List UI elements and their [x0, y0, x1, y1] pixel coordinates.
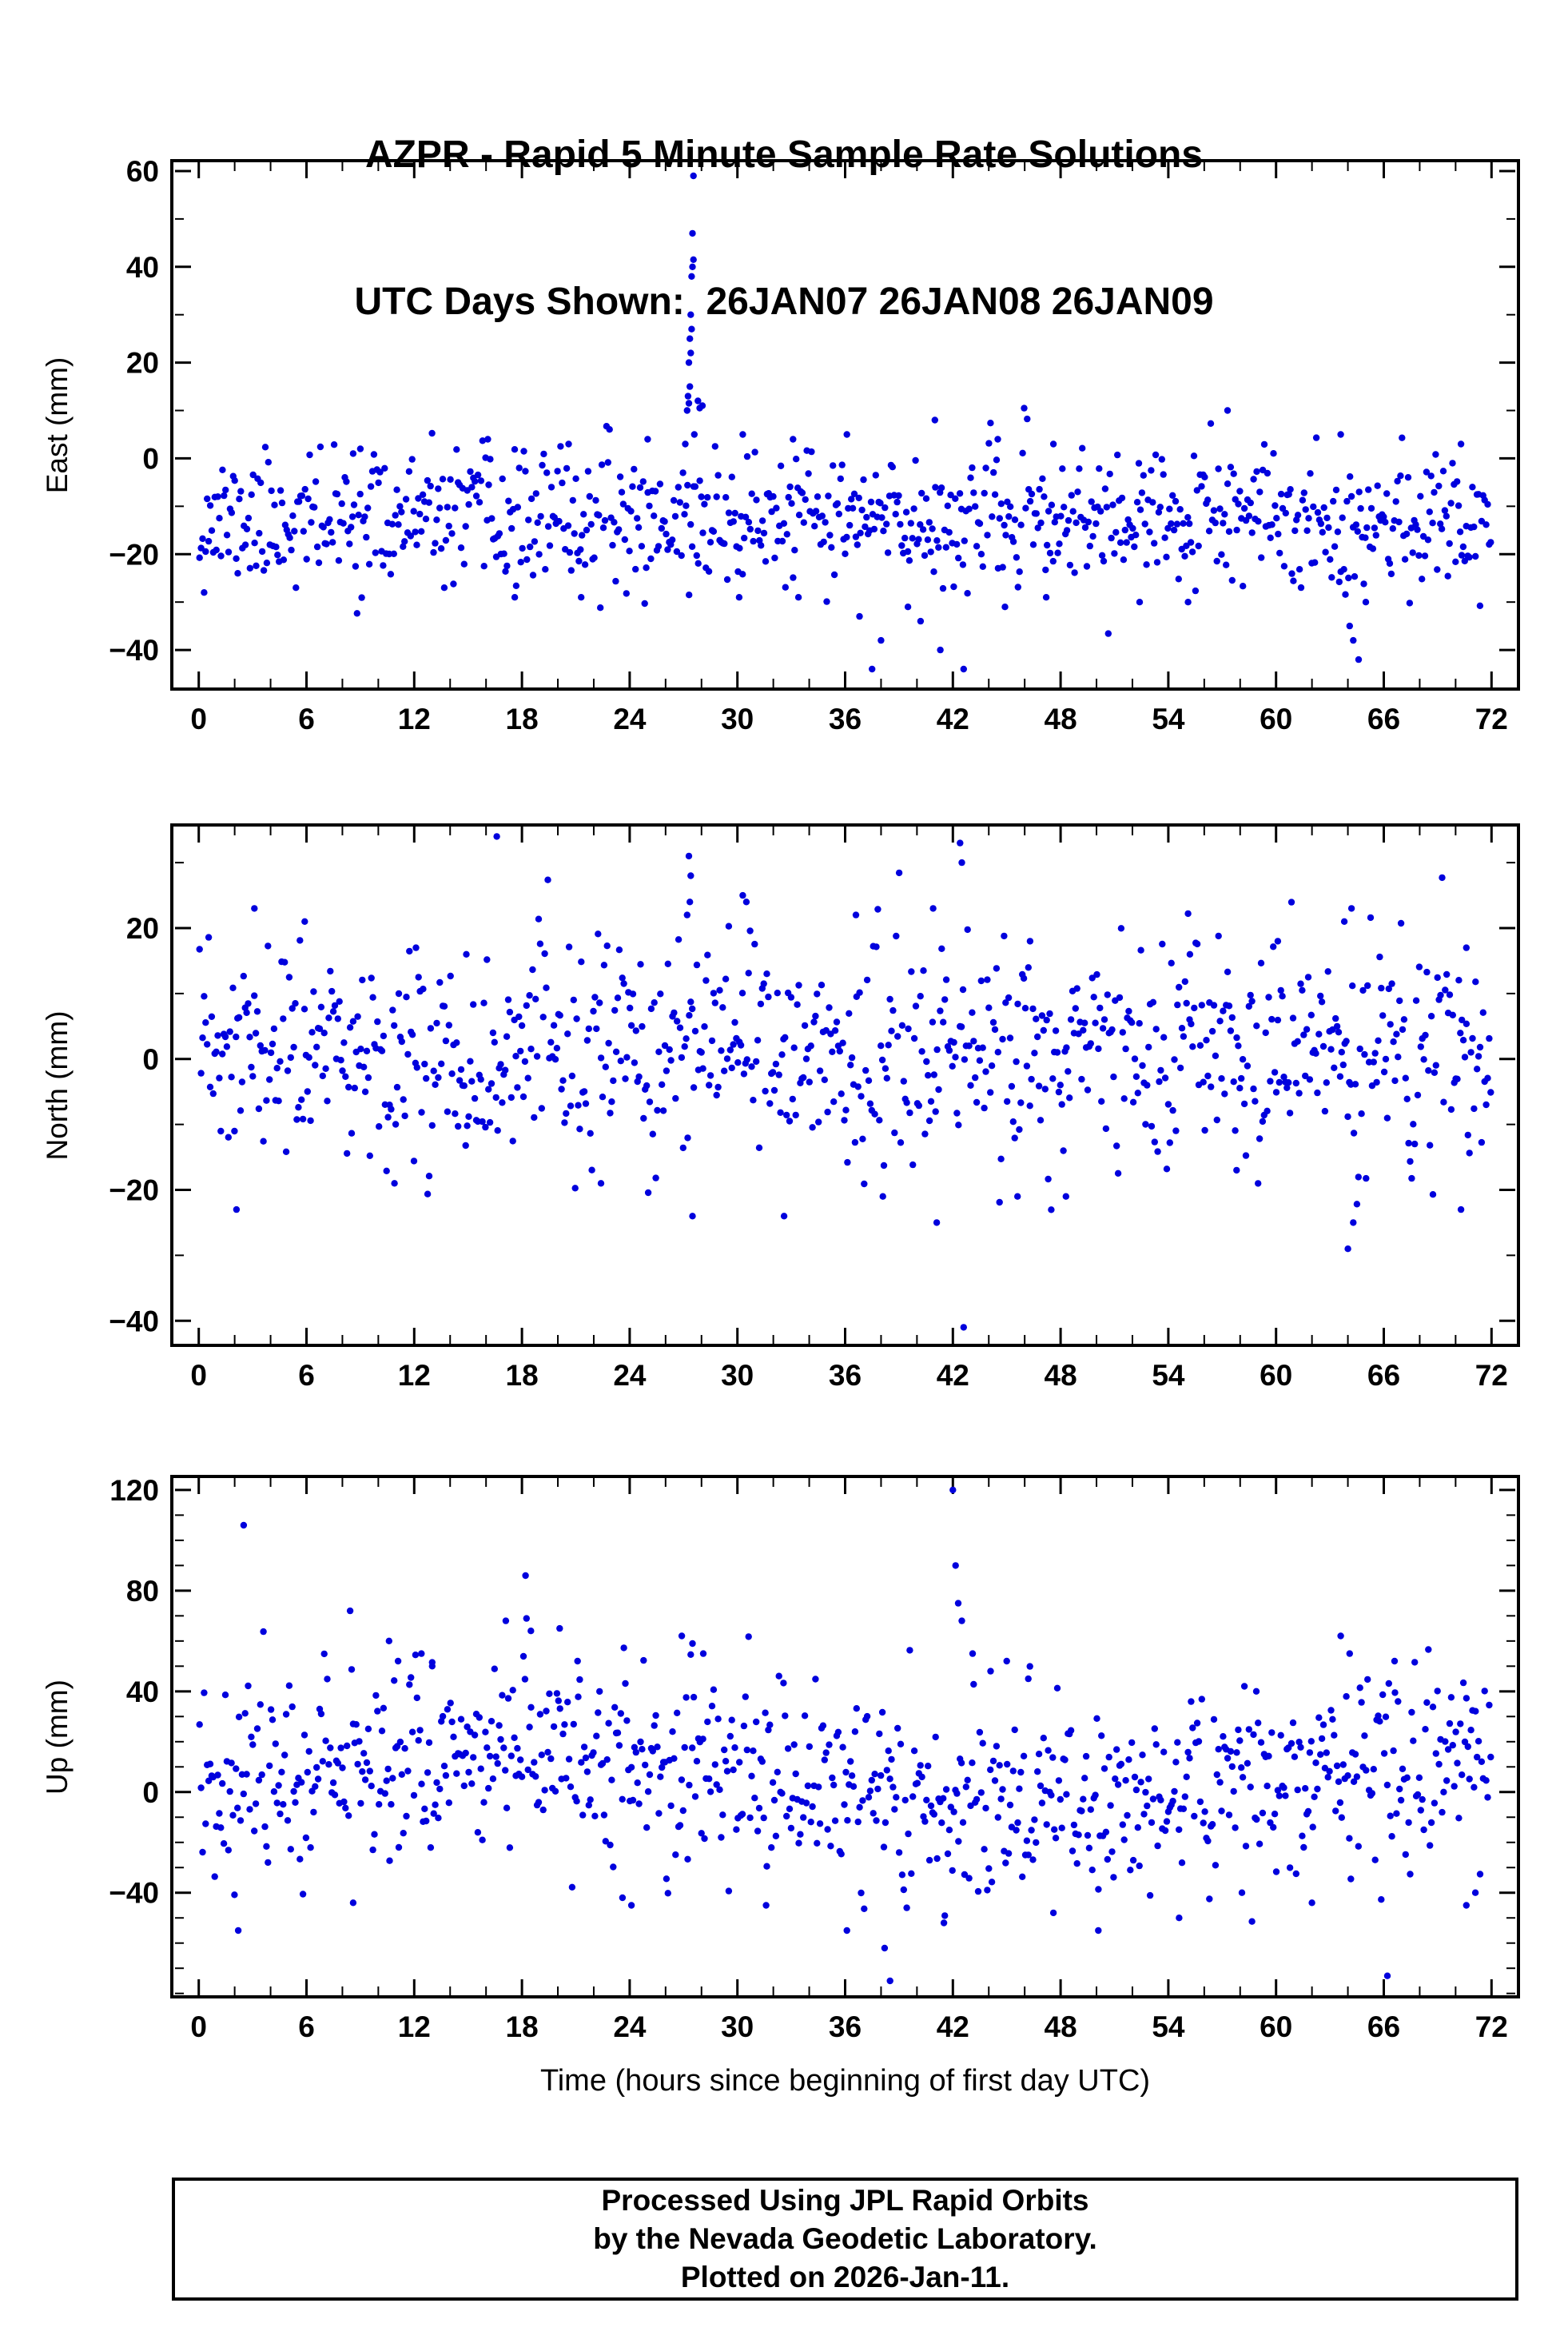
title-line2: UTC Days Shown: 26JAN07 26JAN08 26JAN09: [354, 281, 1214, 324]
x-tick-label: 30: [721, 703, 754, 735]
x-tick-label: 48: [1045, 2010, 1077, 2043]
east-plot-frame: [170, 159, 1520, 691]
y-tick-label: −40: [109, 634, 159, 667]
east-axis-ticks: [175, 162, 1515, 687]
x-tick-label: 48: [1045, 703, 1077, 735]
x-tick-label: 24: [613, 1359, 647, 1392]
y-tick-label: 20: [126, 912, 159, 945]
x-tick-label: 72: [1475, 1359, 1508, 1392]
x-tick-label: 24: [613, 2010, 647, 2043]
x-axis-label: Time (hours since beginning of first day…: [539, 2064, 1151, 2098]
y-tick-label: 60: [126, 159, 159, 188]
x-tick-label: 66: [1367, 703, 1400, 735]
footer-line2: by the Nevada Geodetic Laboratory.: [593, 2221, 1097, 2255]
y-tick-label: 40: [126, 1676, 159, 1708]
east-tick-labels: 0 6 12 18 24 30 36 42 48 54 60 66 72 60 40 20 0 −20 −40: [109, 159, 1508, 735]
north-data-points: [196, 833, 1494, 1331]
x-tick-label: 42: [937, 2010, 969, 2043]
y-tick-label: 20: [126, 347, 159, 380]
x-tick-label: 18: [506, 1359, 539, 1392]
y-tick-label: 0: [142, 442, 159, 475]
x-tick-label: 36: [829, 703, 862, 735]
footer-line3: Plotted on 2026-Jan-11.: [680, 2261, 1010, 2294]
up-data-points: [196, 1486, 1494, 1985]
x-tick-label: 12: [398, 2010, 431, 2043]
x-tick-label: 30: [721, 2010, 754, 2043]
x-tick-label: 12: [398, 703, 431, 735]
x-tick-label: 0: [190, 1359, 207, 1392]
x-tick-label: 60: [1260, 2010, 1292, 2043]
up-panel: 0 6 12 18 24 30 36 42 48 54 60 66 72 120 80 40 0 −40: [0, 1475, 1568, 2066]
x-tick-label: 0: [190, 703, 207, 735]
up-scatter-svg: 0 6 12 18 24 30 36 42 48 54 60 66 72 120 80 40 0 −40: [109, 1475, 1520, 2043]
x-tick-label: 54: [1152, 703, 1185, 735]
y-tick-label: −20: [109, 1174, 159, 1207]
footer-line1: Processed Using JPL Rapid Orbits: [601, 2183, 1089, 2217]
east-scatter-svg: 0 6 12 18 24 30 36 42 48 54 60 66 72 60 40 20 0 −20 −40: [109, 159, 1520, 735]
y-tick-label: 80: [126, 1575, 159, 1608]
title-line1: AZPR - Rapid 5 Minute Sample Rate Soluti…: [364, 133, 1204, 176]
x-tick-label: 54: [1152, 2010, 1185, 2043]
x-tick-label: 36: [829, 1359, 862, 1392]
x-tick-label: 0: [190, 2010, 207, 2043]
x-tick-label: 66: [1367, 2010, 1400, 2043]
y-tick-label: 0: [142, 1776, 159, 1809]
x-tick-label: 66: [1367, 1359, 1400, 1392]
x-tick-label: 18: [506, 2010, 539, 2043]
y-tick-label: −20: [109, 538, 159, 571]
north-tick-labels: 0 6 12 18 24 30 36 42 48 54 60 66 72 20 0 −20 −40: [109, 912, 1508, 1392]
up-axis-ticks: [175, 1478, 1515, 1995]
x-tick-label: 36: [829, 2010, 862, 2043]
plot-title: AZPR - Rapid 5 Minute Sample Rate Soluti…: [0, 32, 1568, 425]
north-scatter-svg: 0 6 12 18 24 30 36 42 48 54 60 66 72 20 0 −20 −40: [109, 823, 1520, 1392]
north-panel: 0 6 12 18 24 30 36 42 48 54 60 66 72 20 0 −20 −40: [0, 823, 1568, 1415]
east-panel: 0 6 12 18 24 30 36 42 48 54 60 66 72 60 40 20 0 −20 −40: [0, 159, 1568, 759]
x-tick-label: 18: [506, 703, 539, 735]
x-tick-label: 30: [721, 1359, 754, 1392]
x-tick-label: 48: [1045, 1359, 1077, 1392]
y-tick-label: −40: [109, 1305, 159, 1337]
x-tick-label: 42: [937, 703, 969, 735]
x-tick-label: 60: [1260, 703, 1292, 735]
north-axis-ticks: [175, 827, 1515, 1344]
y-tick-label: 0: [142, 1043, 159, 1076]
x-tick-label: 72: [1475, 703, 1508, 735]
x-tick-label: 6: [298, 703, 315, 735]
x-tick-label: 72: [1475, 2010, 1508, 2043]
footer-box: Processed Using JPL Rapid Orbits by the …: [172, 2178, 1518, 2301]
up-tick-labels: 0 6 12 18 24 30 36 42 48 54 60 66 72 120 80 40 0 −40: [109, 1475, 1508, 2043]
x-tick-label: 6: [298, 2010, 315, 2043]
up-plot-frame: [170, 1475, 1520, 1998]
y-tick-label: 120: [109, 1475, 159, 1507]
east-data-points: [196, 172, 1494, 673]
x-tick-label: 24: [613, 703, 647, 735]
x-tick-label: 12: [398, 1359, 431, 1392]
x-tick-label: 42: [937, 1359, 969, 1392]
x-tick-label: 6: [298, 1359, 315, 1392]
x-tick-label: 54: [1152, 1359, 1185, 1392]
y-tick-label: −40: [109, 1877, 159, 1910]
y-tick-label: 40: [126, 251, 159, 284]
x-tick-label: 60: [1260, 1359, 1292, 1392]
north-plot-frame: [170, 823, 1520, 1347]
